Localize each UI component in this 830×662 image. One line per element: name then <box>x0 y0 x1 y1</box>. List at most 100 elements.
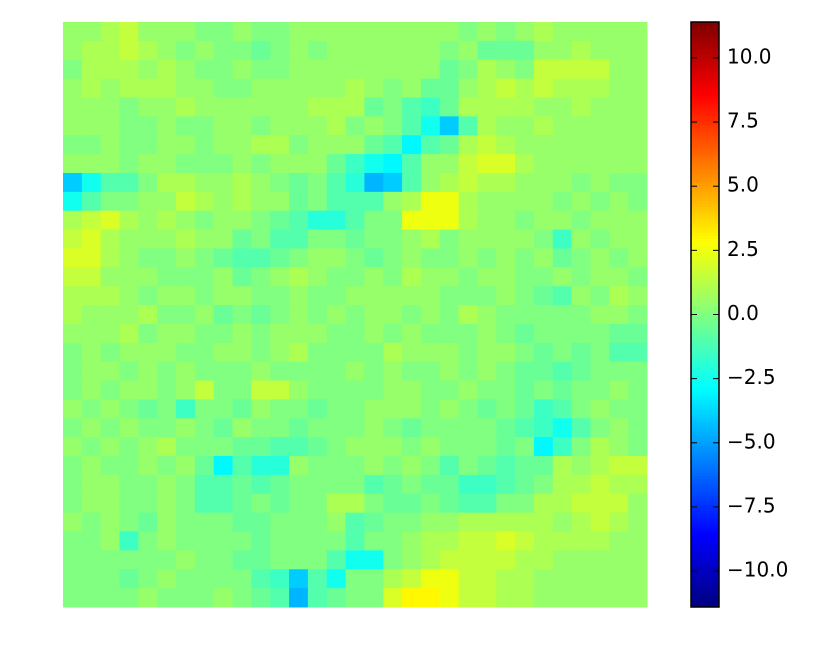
cell <box>289 116 309 136</box>
cell <box>420 474 441 495</box>
cell <box>496 588 516 608</box>
cell <box>232 248 252 268</box>
cell <box>251 59 271 80</box>
cell <box>496 59 516 80</box>
cell <box>119 380 139 400</box>
colorbar-strip <box>691 580 719 585</box>
cell <box>552 154 573 174</box>
cell <box>552 380 573 400</box>
cell <box>364 418 384 438</box>
cell <box>383 437 403 457</box>
cell <box>213 154 234 174</box>
cell <box>533 380 554 400</box>
cell <box>533 40 554 61</box>
cell <box>157 418 177 438</box>
cell <box>345 135 365 155</box>
cell <box>81 40 102 61</box>
colorbar-strip <box>691 57 719 61</box>
cell <box>552 493 573 514</box>
cell <box>420 531 441 551</box>
cell <box>571 229 591 249</box>
cell <box>345 97 365 117</box>
cell <box>81 305 102 325</box>
cell <box>420 267 441 287</box>
cell <box>100 569 121 589</box>
cell <box>63 588 83 608</box>
cell <box>326 456 347 476</box>
cell <box>533 418 554 438</box>
colorbar-strip <box>691 378 719 383</box>
cell <box>176 154 196 174</box>
cell <box>157 154 177 174</box>
cell <box>458 550 478 570</box>
cell <box>477 493 497 514</box>
colorbar-strip <box>691 136 719 140</box>
cell <box>628 399 648 419</box>
cell <box>270 380 290 400</box>
cell <box>213 172 234 193</box>
colorbar-strip <box>691 92 719 96</box>
cell <box>119 550 139 570</box>
cell <box>63 229 83 249</box>
cell <box>515 474 535 495</box>
colorbar-strip <box>691 443 719 447</box>
cell <box>251 78 271 98</box>
cell <box>194 342 215 363</box>
cell <box>590 531 610 551</box>
cell <box>81 116 102 136</box>
cell <box>194 59 215 80</box>
colorbar-strip <box>691 71 719 76</box>
cell <box>157 229 177 249</box>
cell <box>628 569 648 589</box>
cell <box>326 569 347 589</box>
colorbar-strip <box>691 220 719 225</box>
cell <box>213 550 234 570</box>
cell <box>571 40 591 61</box>
cell <box>383 22 403 42</box>
cell <box>81 229 102 249</box>
colorbar-strip <box>691 179 719 184</box>
cell <box>439 248 460 268</box>
cell <box>477 116 497 136</box>
colorbar-strip <box>691 332 719 336</box>
colorbar-strip <box>691 80 719 84</box>
cell <box>364 342 384 363</box>
cell <box>100 456 121 476</box>
colorbar-strip <box>691 469 719 473</box>
cell <box>326 210 347 231</box>
cell <box>176 342 196 363</box>
cell <box>63 172 83 193</box>
cell <box>609 191 629 212</box>
cell <box>364 286 384 306</box>
cell <box>552 22 573 42</box>
cell <box>307 135 328 155</box>
colorbar-strip <box>691 185 719 190</box>
cell <box>496 116 516 136</box>
cell <box>477 569 497 589</box>
cell <box>100 418 121 438</box>
cell <box>345 380 365 400</box>
cell <box>345 59 365 80</box>
cell <box>176 361 196 382</box>
colorbar-strip <box>691 165 719 169</box>
cell <box>307 97 328 117</box>
cell <box>552 456 573 476</box>
cell <box>270 248 290 268</box>
cell <box>628 97 648 117</box>
cell <box>194 474 215 495</box>
cell <box>364 172 384 193</box>
cell <box>533 172 554 193</box>
cell <box>100 305 121 325</box>
cell <box>100 437 121 457</box>
cell <box>289 210 309 231</box>
cell <box>232 531 252 551</box>
colorbar-strip <box>691 355 719 359</box>
cell <box>420 342 441 363</box>
cell <box>213 569 234 589</box>
colorbar-strip <box>691 215 719 219</box>
cell <box>194 305 215 325</box>
cell <box>81 191 102 212</box>
colorbar-strip <box>691 51 719 55</box>
cell <box>213 267 234 287</box>
